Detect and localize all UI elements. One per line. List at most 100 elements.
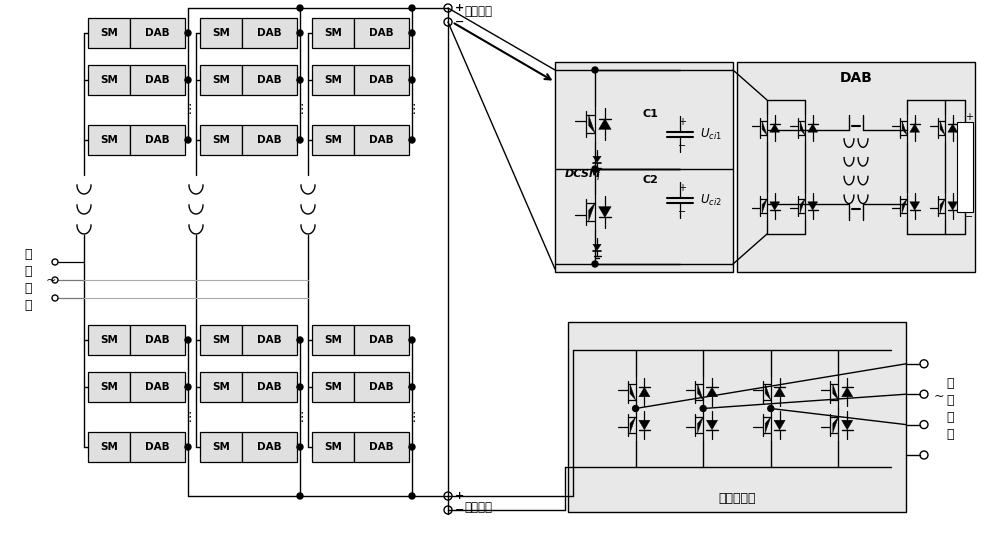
- Polygon shape: [940, 199, 945, 213]
- Polygon shape: [948, 124, 958, 132]
- Polygon shape: [774, 387, 785, 397]
- Bar: [242, 65, 297, 95]
- Text: +: +: [455, 3, 464, 13]
- Polygon shape: [910, 124, 920, 132]
- Polygon shape: [902, 199, 907, 213]
- Circle shape: [409, 337, 415, 343]
- Circle shape: [297, 493, 303, 499]
- Bar: [312, 372, 354, 402]
- Circle shape: [297, 384, 303, 390]
- Polygon shape: [630, 417, 636, 433]
- Text: DAB: DAB: [145, 75, 170, 85]
- Text: ⋮: ⋮: [296, 103, 308, 117]
- Circle shape: [185, 444, 191, 450]
- Text: −: −: [965, 212, 973, 222]
- Text: DAB: DAB: [840, 71, 872, 85]
- Polygon shape: [800, 121, 805, 135]
- Bar: [312, 125, 354, 155]
- Bar: [130, 125, 185, 155]
- Text: SM: SM: [324, 135, 342, 145]
- Text: ⋮: ⋮: [184, 103, 196, 117]
- Text: +: +: [965, 112, 973, 122]
- Circle shape: [297, 30, 303, 36]
- Text: +: +: [678, 117, 686, 127]
- Bar: [200, 65, 242, 95]
- Text: C1: C1: [642, 109, 658, 119]
- Bar: [242, 372, 297, 402]
- Bar: [242, 432, 297, 462]
- Polygon shape: [639, 420, 650, 430]
- Text: SM: SM: [100, 335, 118, 345]
- Polygon shape: [770, 202, 780, 210]
- Text: DAB: DAB: [369, 382, 394, 392]
- Bar: [242, 18, 297, 48]
- Bar: [88, 432, 130, 462]
- Text: SM: SM: [212, 75, 230, 85]
- Text: $U_{ci1}$: $U_{ci1}$: [700, 127, 722, 142]
- Polygon shape: [910, 202, 920, 210]
- Circle shape: [297, 5, 303, 11]
- Polygon shape: [599, 207, 611, 217]
- Text: DAB: DAB: [257, 135, 282, 145]
- Text: SM: SM: [100, 442, 118, 452]
- Polygon shape: [902, 121, 907, 135]
- Text: SM: SM: [212, 382, 230, 392]
- Bar: [88, 125, 130, 155]
- Circle shape: [409, 5, 415, 11]
- Circle shape: [409, 493, 415, 499]
- Bar: [568, 322, 906, 512]
- Bar: [354, 18, 409, 48]
- Text: SM: SM: [324, 335, 342, 345]
- Text: DAB: DAB: [145, 382, 170, 392]
- Text: 高压直流: 高压直流: [464, 5, 492, 18]
- Text: DAB: DAB: [257, 335, 282, 345]
- Text: DAB: DAB: [145, 442, 170, 452]
- Circle shape: [409, 384, 415, 390]
- Bar: [354, 325, 409, 355]
- Polygon shape: [800, 199, 805, 213]
- Bar: [200, 125, 242, 155]
- Text: DAB: DAB: [369, 135, 394, 145]
- Text: DAB: DAB: [257, 75, 282, 85]
- Circle shape: [297, 337, 303, 343]
- Bar: [312, 18, 354, 48]
- Text: DAB: DAB: [369, 442, 394, 452]
- Polygon shape: [599, 118, 611, 129]
- Text: C2: C2: [642, 175, 658, 185]
- Bar: [354, 432, 409, 462]
- Text: DCSM: DCSM: [565, 169, 601, 179]
- Circle shape: [409, 77, 415, 83]
- Bar: [88, 325, 130, 355]
- Polygon shape: [833, 417, 838, 433]
- Polygon shape: [770, 124, 780, 132]
- Text: DAB: DAB: [145, 28, 170, 38]
- Text: ⋮: ⋮: [408, 103, 420, 117]
- Text: ⋮: ⋮: [408, 410, 420, 424]
- Text: −: −: [455, 17, 464, 27]
- Text: $U_{ci2}$: $U_{ci2}$: [700, 192, 722, 207]
- Text: ~: ~: [934, 390, 944, 403]
- Bar: [555, 62, 733, 272]
- Circle shape: [592, 67, 598, 73]
- Polygon shape: [762, 199, 767, 213]
- Text: SM: SM: [212, 135, 230, 145]
- Text: 低
压
交
流: 低 压 交 流: [946, 377, 954, 441]
- Text: DAB: DAB: [369, 335, 394, 345]
- Bar: [737, 62, 975, 272]
- Text: DAB: DAB: [145, 335, 170, 345]
- Circle shape: [633, 405, 639, 411]
- Text: DAB: DAB: [257, 28, 282, 38]
- Circle shape: [409, 444, 415, 450]
- Text: DAB: DAB: [369, 28, 394, 38]
- Polygon shape: [774, 420, 785, 430]
- Polygon shape: [940, 121, 945, 135]
- Text: ⋮: ⋮: [296, 410, 308, 424]
- Bar: [88, 65, 130, 95]
- Polygon shape: [833, 384, 838, 400]
- Polygon shape: [808, 202, 818, 210]
- Bar: [200, 18, 242, 48]
- Text: SM: SM: [212, 335, 230, 345]
- Polygon shape: [698, 384, 703, 400]
- Circle shape: [185, 30, 191, 36]
- Bar: [200, 325, 242, 355]
